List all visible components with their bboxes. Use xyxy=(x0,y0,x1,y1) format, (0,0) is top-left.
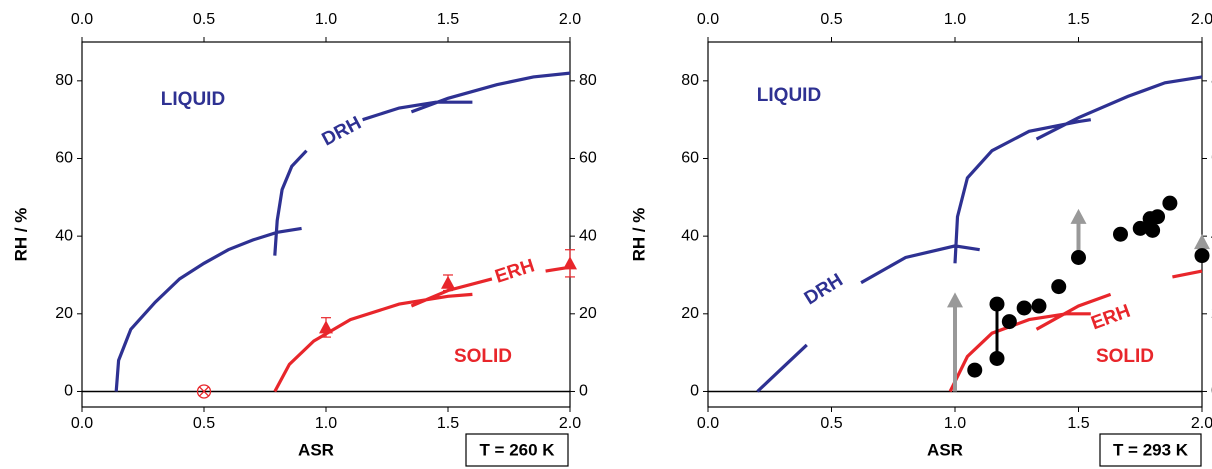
y-tick-label: 60 xyxy=(681,150,699,167)
marker xyxy=(1112,226,1128,242)
x-tick-label-top: 0.5 xyxy=(193,11,215,28)
marker xyxy=(1051,279,1067,295)
y-tick-label-right: 40 xyxy=(579,227,597,244)
curve xyxy=(273,265,571,393)
y-tick-label: 60 xyxy=(55,150,73,167)
x-tick-label: 1.0 xyxy=(315,415,337,432)
x-tick-label: 1.5 xyxy=(437,415,459,432)
y-tick-label: 20 xyxy=(681,305,699,322)
marker xyxy=(441,275,455,289)
marker xyxy=(967,362,983,378)
marker xyxy=(563,256,577,270)
annotation: SOLID xyxy=(454,346,512,367)
y-tick-label-right: 20 xyxy=(579,305,597,322)
x-tick-label: 0.5 xyxy=(193,415,215,432)
x-tick-label-top: 1.0 xyxy=(944,11,966,28)
label-box xyxy=(1099,433,1202,467)
x-tick-label: 2.0 xyxy=(559,415,581,432)
y-tick-label: 80 xyxy=(681,72,699,89)
x-tick-label-top: 0.0 xyxy=(71,11,93,28)
x-tick-label-top: 0.5 xyxy=(820,11,842,28)
marker xyxy=(989,296,1005,312)
y-tick-label: 0 xyxy=(690,383,699,400)
y-tick-label: 0 xyxy=(64,383,73,400)
x-tick-label: 1.0 xyxy=(944,415,966,432)
marker xyxy=(1162,195,1178,211)
y-tick-label: 40 xyxy=(55,227,73,244)
marker xyxy=(989,350,1005,366)
x-tick-label-top: 0.0 xyxy=(697,11,719,28)
x-axis-label: ASR xyxy=(927,440,963,459)
y-tick-label-right: 80 xyxy=(579,72,597,89)
marker xyxy=(1194,248,1210,264)
annotation: DRH xyxy=(801,270,847,310)
x-tick-label: 1.5 xyxy=(1067,415,1089,432)
box-label: T = 260 K xyxy=(479,440,555,459)
arrow xyxy=(1070,208,1087,256)
arrow xyxy=(947,292,963,392)
marker xyxy=(1001,314,1017,330)
x-tick-label: 0.0 xyxy=(71,415,93,432)
x-tick-label-top: 1.5 xyxy=(437,11,459,28)
y-axis-label: RH / % xyxy=(11,208,30,262)
marker xyxy=(1150,209,1166,225)
arrow-head xyxy=(1194,234,1210,250)
y-tick-label: 20 xyxy=(55,305,73,322)
y-tick-label: 80 xyxy=(55,72,73,89)
x-tick-label-top: 1.0 xyxy=(315,11,337,28)
x-tick-label-top: 1.5 xyxy=(1067,11,1089,28)
annotation: SOLID xyxy=(1096,346,1154,367)
annotation: ERH xyxy=(493,255,538,287)
annotation: LIQUID xyxy=(161,89,225,110)
x-tick-label-top: 2.0 xyxy=(559,11,581,28)
open-circle xyxy=(196,384,212,399)
marker xyxy=(1031,298,1047,314)
x-tick-label: 2.0 xyxy=(1191,415,1212,432)
marker xyxy=(1132,220,1148,236)
annotation: LIQUID xyxy=(757,85,821,106)
y-tick-label: 40 xyxy=(681,227,699,244)
curve xyxy=(948,269,1203,393)
arrow-head xyxy=(1070,208,1087,224)
curve xyxy=(756,75,1203,393)
arrow-head xyxy=(947,292,963,308)
label-box xyxy=(465,433,569,467)
y-tick-label-right: 0 xyxy=(579,383,588,400)
open-cross xyxy=(199,386,209,397)
x-tick-label-top: 2.0 xyxy=(1191,11,1212,28)
marker xyxy=(1145,222,1161,238)
open-marker xyxy=(196,384,212,399)
x-tick-label: 0.0 xyxy=(697,415,719,432)
x-axis-label: ASR xyxy=(298,440,334,459)
annotation: DRH xyxy=(319,113,365,151)
x-tick-label: 0.5 xyxy=(820,415,842,432)
y-axis-label: RH / % xyxy=(629,208,648,262)
marker xyxy=(1016,300,1032,316)
annotation: ERH xyxy=(1088,301,1133,334)
box-label: T = 293 K xyxy=(1113,440,1189,459)
marker xyxy=(1071,250,1086,266)
marker xyxy=(319,320,333,334)
y-tick-label-right: 60 xyxy=(579,150,597,167)
curve xyxy=(114,71,571,392)
